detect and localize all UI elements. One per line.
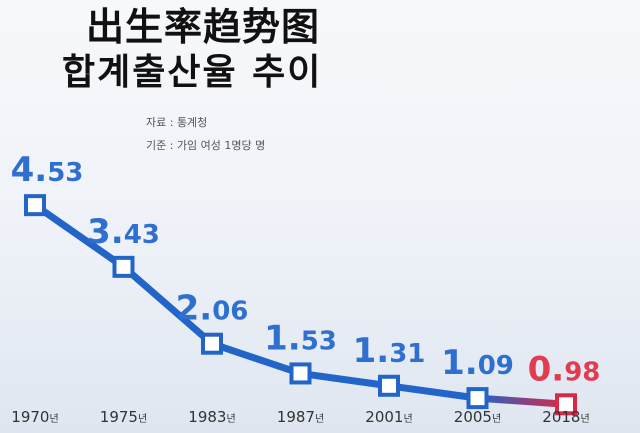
series-lines <box>31 201 570 408</box>
series-line-segment <box>385 382 481 402</box>
value-label: 1.09 <box>441 343 514 383</box>
x-tick-label: 2018년 <box>542 408 589 426</box>
x-tick-label: 1975년 <box>100 408 147 426</box>
data-marker <box>378 374 400 397</box>
x-tick-label: 2005년 <box>454 408 501 426</box>
value-label: 2.06 <box>176 289 249 329</box>
chart-title-korean: 합계출산율 추이 <box>62 52 323 93</box>
chart-title-chinese: 出生率趋势图 <box>86 5 321 49</box>
value-label: 1.53 <box>264 318 337 358</box>
value-label: 3.43 <box>87 212 160 252</box>
value-labels: 4.533.43 2.06 1.53 1.31 1.09 0.98 <box>11 150 601 389</box>
source-note: 자료 : 통계청 <box>146 116 208 129</box>
data-marker <box>466 387 489 410</box>
data-marker <box>201 332 223 355</box>
x-axis-tick-labels: 1970년 1975년 1983년 1987년 2001년 2005년 2018년 <box>11 408 589 426</box>
data-markers <box>24 194 577 416</box>
value-label: 1.31 <box>353 331 426 371</box>
series-line-segment-highlight <box>474 394 570 408</box>
x-tick-label: 1983년 <box>188 408 235 426</box>
data-marker <box>555 393 577 416</box>
data-marker <box>289 362 312 385</box>
x-tick-label: 1970년 <box>11 408 58 426</box>
basis-note: 기준 : 가임 여성 1명당 명 <box>146 139 266 152</box>
x-tick-label: 1987년 <box>277 408 324 426</box>
value-label: 4.53 <box>11 150 84 190</box>
series-line-segment <box>208 340 304 377</box>
series-line-segment <box>297 369 393 390</box>
series-line-segment <box>31 201 127 271</box>
x-tick-label: 2001년 <box>365 408 412 426</box>
data-marker <box>24 194 46 217</box>
series-line-segment <box>120 263 216 348</box>
value-label: 0.98 <box>528 349 601 389</box>
data-marker <box>112 255 135 278</box>
